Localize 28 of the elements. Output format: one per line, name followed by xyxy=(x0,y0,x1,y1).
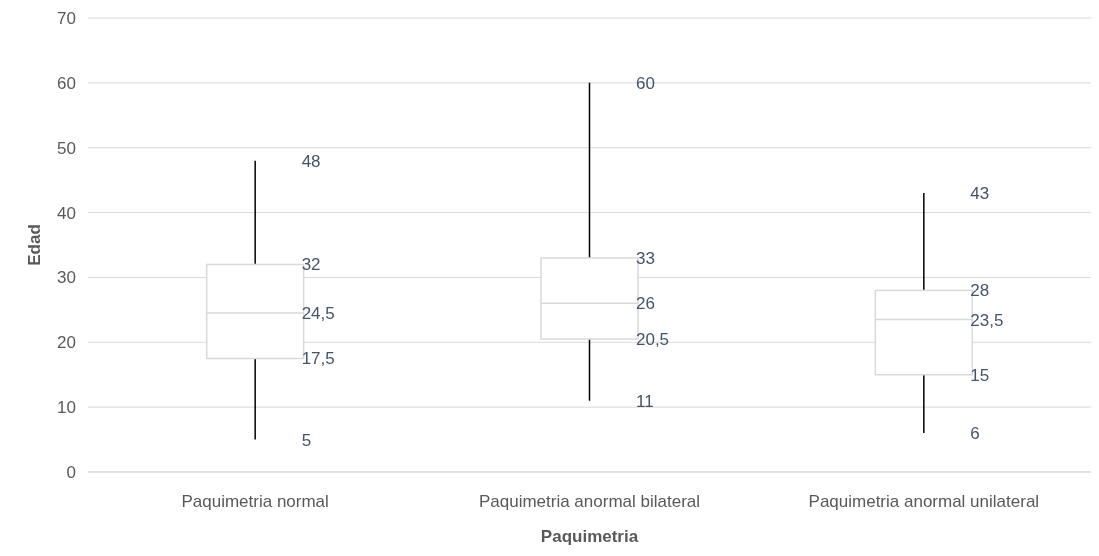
annotation: 20,5 xyxy=(635,329,670,349)
annotation: 23,5 xyxy=(970,310,1004,330)
annotation: 26 xyxy=(635,294,655,314)
x-tick-label: Paquimetria anormal bilateral xyxy=(478,491,701,511)
annotation: 5 xyxy=(301,430,312,450)
annotation: 6 xyxy=(970,424,980,444)
annotation: 17,5 xyxy=(301,349,335,369)
y-tick-label: 20 xyxy=(57,333,76,353)
annotation: 43 xyxy=(970,184,990,204)
annotation: 60 xyxy=(635,73,655,93)
annotation: 28 xyxy=(970,281,990,301)
annotation: 11 xyxy=(635,391,654,411)
annotation: 33 xyxy=(635,248,655,268)
annotation: 15 xyxy=(970,365,990,385)
annotation: 48 xyxy=(301,151,321,171)
x-axis-title: Paquimetria xyxy=(540,527,639,546)
y-tick-label: 0 xyxy=(66,462,76,482)
y-tick-label: 10 xyxy=(57,398,76,418)
y-tick-label: 50 xyxy=(57,138,76,158)
y-tick-label: 60 xyxy=(57,73,76,93)
y-tick-label: 40 xyxy=(57,203,76,223)
annotation: 24,5 xyxy=(301,304,335,324)
x-tick-label: Paquimetria anormal unilateral xyxy=(808,491,1040,511)
annotation: 32 xyxy=(301,255,321,275)
x-tick-label: Paquimetria normal xyxy=(181,491,329,511)
y-axis-title: Edad xyxy=(25,224,44,266)
y-tick-label: 70 xyxy=(57,8,76,28)
y-tick-label: 30 xyxy=(57,268,76,288)
